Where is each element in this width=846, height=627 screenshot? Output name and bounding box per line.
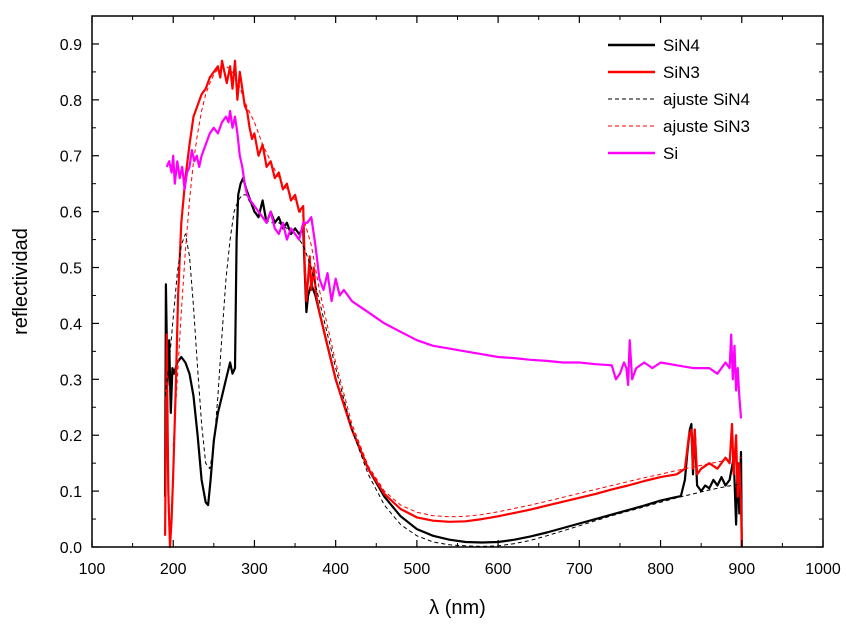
legend-label-4: Si <box>663 144 678 163</box>
y-axis-title: reflectividad <box>10 228 32 335</box>
y-tick-label: 0.8 <box>60 93 82 110</box>
y-tick-label: 0.5 <box>60 261 82 278</box>
x-tick-label: 800 <box>647 561 674 578</box>
series-line-4 <box>165 109 743 419</box>
legend-label-0: SiN4 <box>663 36 700 55</box>
y-tick-label: 0.1 <box>60 484 82 501</box>
legend-label-1: SiN3 <box>663 63 700 82</box>
series-line-0 <box>164 177 743 548</box>
x-tick-label: 700 <box>566 561 593 578</box>
x-tick-label: 300 <box>241 561 268 578</box>
y-tick-label: 0.3 <box>60 372 82 389</box>
x-tick-label: 900 <box>728 561 755 578</box>
legend: SiN4 SiN3 ajuste SiN4 ajuste SiN3 Si <box>608 36 750 163</box>
y-tick-label: 0.6 <box>60 205 82 222</box>
y-tick-label: 0.7 <box>60 149 82 166</box>
y-tick-label: 0.0 <box>60 540 82 557</box>
series-line-2 <box>164 194 742 547</box>
legend-label-3: ajuste SiN3 <box>663 117 750 136</box>
x-axis-title: λ (nm) <box>429 597 486 619</box>
x-tick-label: 200 <box>160 561 187 578</box>
x-tick-label: 400 <box>322 561 349 578</box>
y-tick-label: 0.4 <box>60 316 82 333</box>
x-tick-label: 100 <box>79 561 106 578</box>
ticks-layer: 100 200 300 400 500 600 700 800 900 1000 0.0 0.1 0.2… <box>60 16 841 578</box>
series-line-1 <box>164 59 743 549</box>
x-tick-label: 500 <box>404 561 431 578</box>
x-tick-label: 1000 <box>805 561 841 578</box>
series-layer <box>164 59 743 549</box>
y-tick-label: 0.2 <box>60 428 82 445</box>
x-tick-label: 600 <box>485 561 512 578</box>
series-line-3 <box>172 65 742 518</box>
y-tick-label: 0.9 <box>60 37 82 54</box>
legend-label-2: ajuste SiN4 <box>663 90 750 109</box>
